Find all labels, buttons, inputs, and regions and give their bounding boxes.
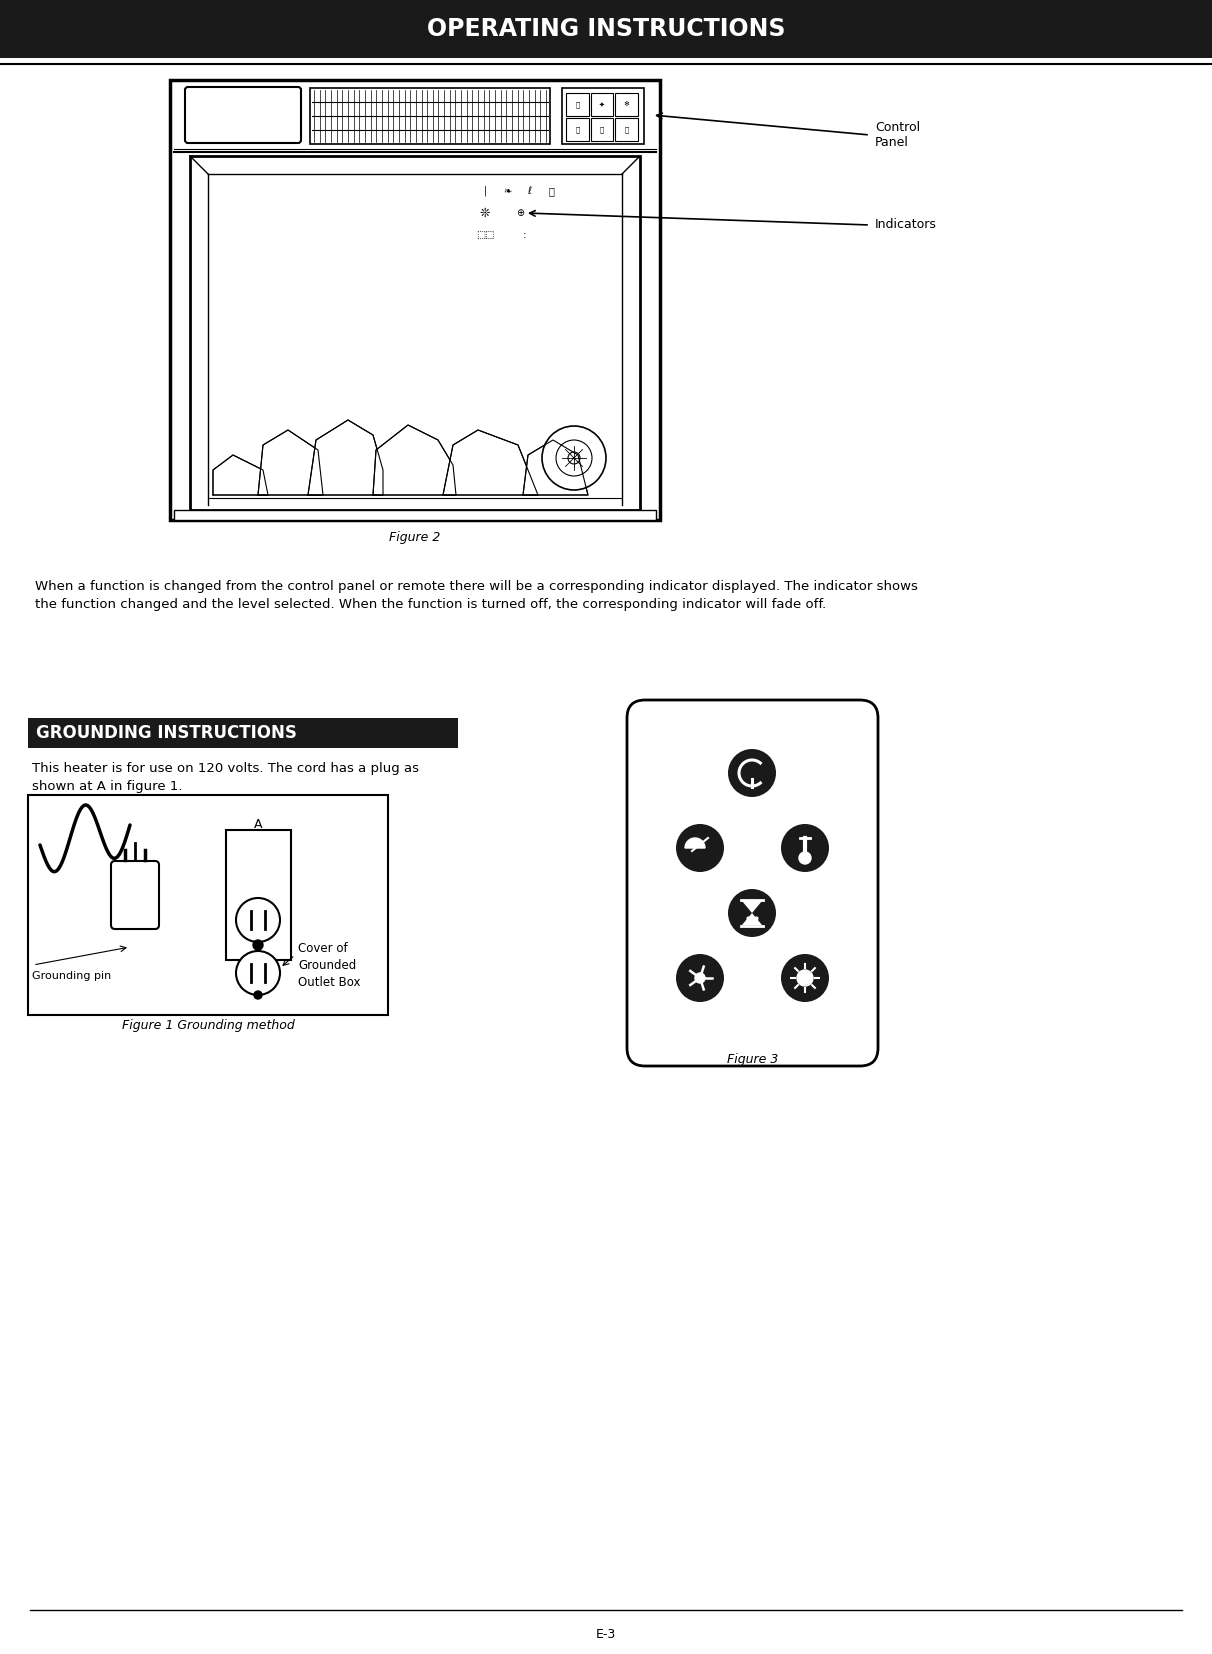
Bar bbox=[590, 93, 613, 116]
Text: Control
Panel: Control Panel bbox=[875, 121, 920, 149]
Text: Cover of
Grounded
Outlet Box: Cover of Grounded Outlet Box bbox=[298, 943, 360, 989]
Text: ❄: ❄ bbox=[624, 101, 629, 108]
Bar bbox=[175, 509, 656, 519]
FancyBboxPatch shape bbox=[627, 700, 877, 1065]
Polygon shape bbox=[308, 420, 383, 495]
FancyBboxPatch shape bbox=[112, 862, 159, 930]
Circle shape bbox=[728, 749, 776, 797]
Polygon shape bbox=[258, 430, 324, 495]
Polygon shape bbox=[685, 839, 705, 849]
Text: 🌡: 🌡 bbox=[624, 126, 629, 132]
Bar bbox=[616, 93, 638, 116]
Polygon shape bbox=[742, 901, 762, 913]
Text: ⬚⬚: ⬚⬚ bbox=[476, 230, 494, 240]
Bar bbox=[590, 117, 613, 141]
Bar bbox=[190, 155, 640, 509]
Text: ❧: ❧ bbox=[503, 185, 511, 197]
Bar bbox=[28, 718, 458, 748]
Text: 🌿: 🌿 bbox=[600, 126, 604, 132]
Polygon shape bbox=[444, 430, 538, 495]
Text: When a function is changed from the control panel or remote there will be a corr: When a function is changed from the cont… bbox=[35, 581, 917, 594]
Text: Figure 3: Figure 3 bbox=[727, 1054, 778, 1067]
Polygon shape bbox=[524, 440, 588, 495]
Circle shape bbox=[781, 954, 829, 1002]
Text: :: : bbox=[524, 230, 527, 240]
Text: |: | bbox=[484, 185, 487, 197]
Text: ⌛: ⌛ bbox=[548, 185, 554, 197]
Text: ⏳: ⏳ bbox=[576, 101, 579, 108]
Circle shape bbox=[236, 898, 280, 943]
Text: This heater is for use on 120 volts. The cord has a plug as: This heater is for use on 120 volts. The… bbox=[32, 762, 419, 776]
FancyBboxPatch shape bbox=[185, 88, 301, 142]
Circle shape bbox=[797, 969, 813, 986]
Circle shape bbox=[542, 427, 606, 490]
Text: OPERATING INSTRUCTIONS: OPERATING INSTRUCTIONS bbox=[427, 17, 785, 41]
Text: ✦: ✦ bbox=[599, 101, 605, 108]
Circle shape bbox=[253, 939, 263, 949]
Text: Grounding pin: Grounding pin bbox=[32, 971, 112, 981]
Polygon shape bbox=[742, 913, 762, 925]
Text: Figure 1 Grounding method: Figure 1 Grounding method bbox=[121, 1019, 295, 1032]
Circle shape bbox=[255, 991, 262, 999]
Bar bbox=[0, 0, 1212, 58]
Bar bbox=[225, 830, 291, 959]
Polygon shape bbox=[213, 455, 268, 495]
Bar bbox=[310, 88, 550, 144]
Circle shape bbox=[568, 452, 581, 465]
Polygon shape bbox=[373, 425, 456, 495]
Bar bbox=[562, 88, 644, 144]
Circle shape bbox=[676, 954, 724, 1002]
Text: A: A bbox=[253, 819, 262, 832]
Text: GROUNDING INSTRUCTIONS: GROUNDING INSTRUCTIONS bbox=[36, 724, 297, 743]
Circle shape bbox=[556, 440, 591, 476]
Bar bbox=[566, 117, 589, 141]
Text: ⏻: ⏻ bbox=[576, 126, 579, 132]
Bar bbox=[566, 93, 589, 116]
Text: the function changed and the level selected. When the function is turned off, th: the function changed and the level selec… bbox=[35, 599, 827, 610]
Circle shape bbox=[799, 852, 811, 863]
Text: ❊: ❊ bbox=[480, 207, 490, 220]
Circle shape bbox=[728, 888, 776, 938]
Bar bbox=[170, 79, 661, 519]
Circle shape bbox=[694, 973, 705, 982]
Bar bbox=[28, 796, 388, 1016]
Bar bbox=[616, 117, 638, 141]
Circle shape bbox=[781, 824, 829, 872]
Circle shape bbox=[236, 951, 280, 996]
Text: Indicators: Indicators bbox=[875, 218, 937, 232]
Text: ℓ: ℓ bbox=[527, 185, 531, 197]
Text: shown at A in figure 1.: shown at A in figure 1. bbox=[32, 781, 183, 792]
Text: Figure 2: Figure 2 bbox=[389, 531, 441, 544]
Text: ⊕: ⊕ bbox=[516, 208, 524, 218]
Text: E-3: E-3 bbox=[596, 1629, 616, 1641]
Circle shape bbox=[676, 824, 724, 872]
